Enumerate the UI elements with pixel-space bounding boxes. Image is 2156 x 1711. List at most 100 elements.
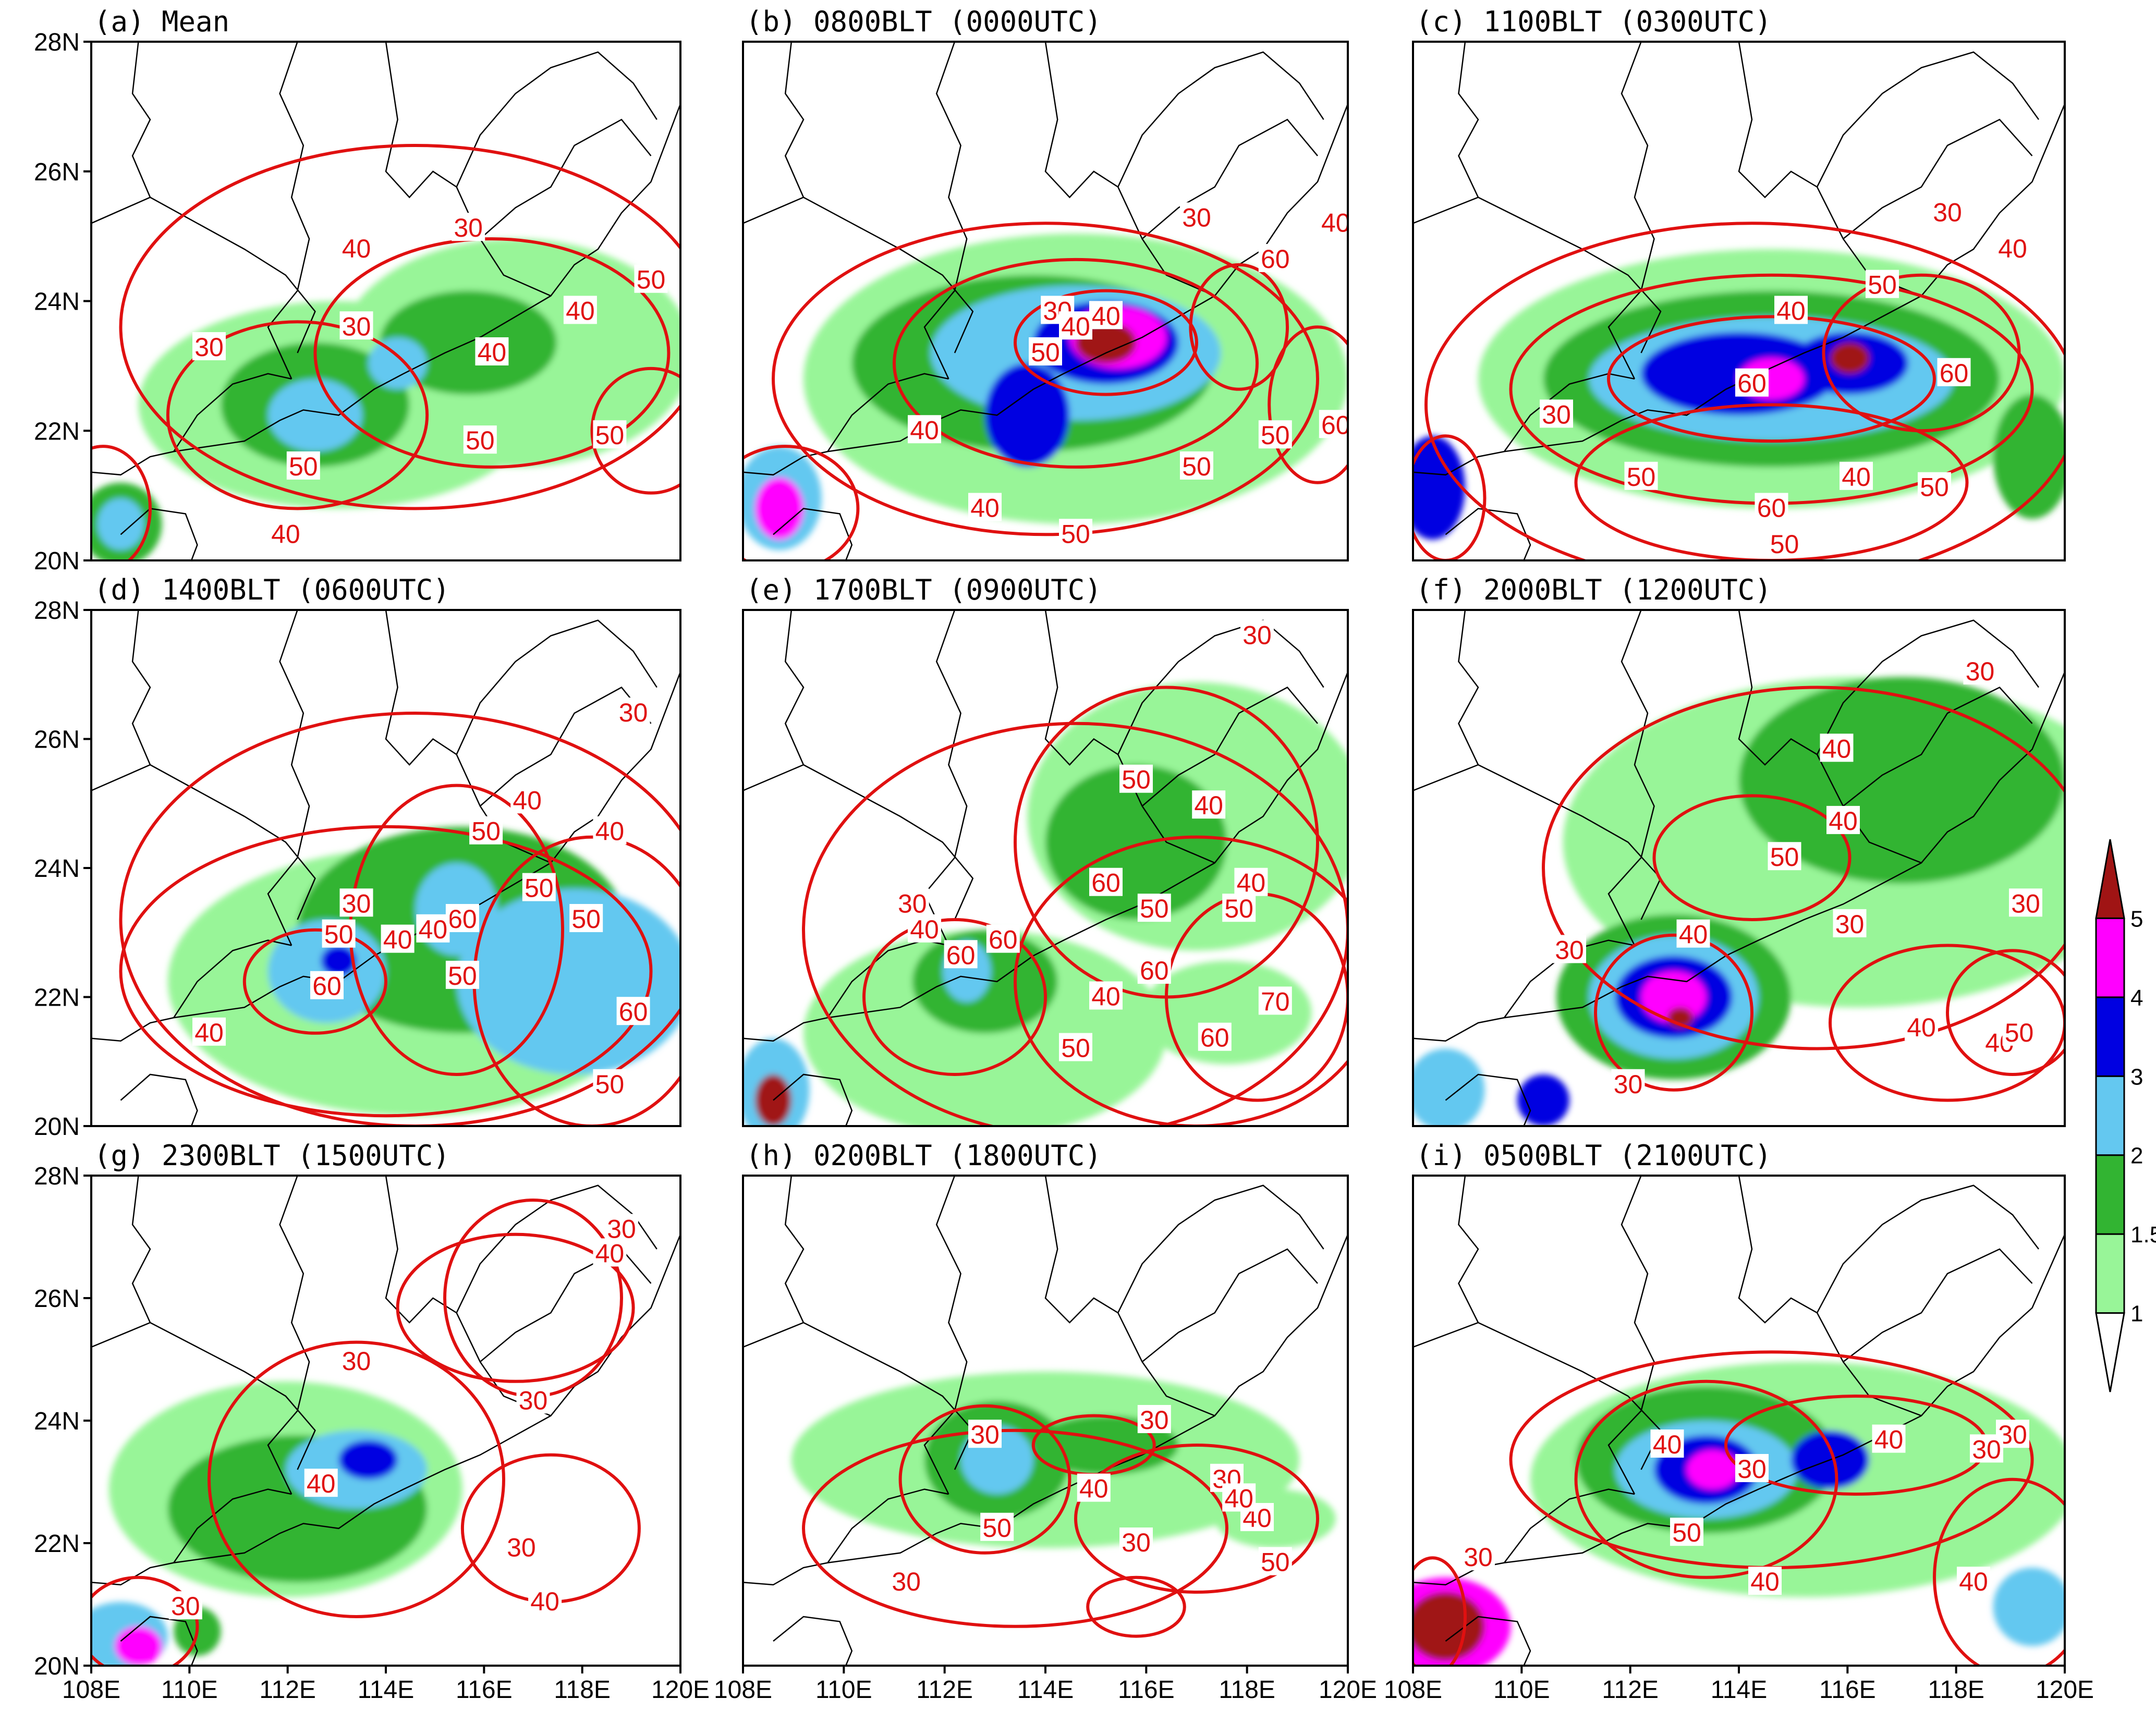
contour-label-background <box>634 264 668 293</box>
province-boundary <box>923 610 968 946</box>
province-boundary <box>456 619 657 755</box>
contour-label-background <box>1059 311 1092 340</box>
island-outline <box>1445 1073 1531 1126</box>
contour-label-background <box>1222 894 1256 922</box>
coastline <box>1413 671 2065 1042</box>
province-boundary <box>743 610 805 791</box>
contour-label-background <box>452 213 485 241</box>
contour-label-background <box>1319 207 1348 236</box>
contour-label: 40 <box>383 925 412 955</box>
contour-label: 30 <box>1614 1070 1643 1099</box>
contour-label: 60 <box>1940 359 1969 388</box>
contour-label: 50 <box>324 920 354 949</box>
contour-label: 40 <box>307 1469 336 1498</box>
contour-label: 50 <box>471 817 501 846</box>
contour-line <box>119 144 680 510</box>
panel-title: (g) 2300BLT (1500UTC) <box>94 1139 450 1172</box>
contour-label-background <box>908 415 941 444</box>
contour-label-background <box>1319 410 1348 438</box>
shaded-region <box>115 1626 162 1666</box>
map-boundaries <box>91 42 680 560</box>
contour-label-background <box>593 1238 627 1267</box>
contour-label: 50 <box>525 874 554 903</box>
colorbar-segment <box>2095 1312 2125 1392</box>
contour-label: 30 <box>1555 935 1584 964</box>
contour-label: 50 <box>289 452 318 481</box>
contour-label: 50 <box>448 961 477 991</box>
contour-label: 30 <box>1933 198 1962 227</box>
province-boundary <box>91 1176 151 1348</box>
lat-tick-label: 24N <box>34 288 80 316</box>
province-boundary <box>173 1488 292 1563</box>
coastline <box>743 103 1348 476</box>
province-boundary <box>1413 610 1479 791</box>
lat-tick-label: 28N <box>34 597 80 625</box>
province-boundary <box>479 118 652 240</box>
contour-line <box>743 445 860 560</box>
contour-label: 30 <box>1972 1435 2001 1464</box>
contour-label-background <box>616 698 650 726</box>
contour-label-background <box>469 816 503 845</box>
province-boundary <box>923 42 968 380</box>
contour-label: 40 <box>1194 791 1223 820</box>
contour-label: 40 <box>1874 1425 1904 1455</box>
contour-label-background <box>1611 1069 1645 1097</box>
shaded-region <box>1413 436 1465 540</box>
province-boundary <box>173 373 292 452</box>
panel-title: (b) 0800BLT (0000UTC) <box>746 5 1102 38</box>
contour-lines <box>743 222 1348 560</box>
province-boundary <box>1413 1176 1479 1348</box>
contour-lines <box>91 144 680 560</box>
contour-label: 50 <box>1182 452 1211 481</box>
contour-label-background <box>968 1420 1002 1448</box>
map-boundaries <box>1413 610 2065 1126</box>
colorbar-segment <box>2095 839 2125 919</box>
contour-label: 30 <box>1140 1406 1169 1435</box>
lon-tick-label: 118E <box>554 1676 611 1704</box>
province-boundary <box>1117 619 1324 755</box>
island-outline <box>773 508 853 560</box>
lon-tick-label: 120E <box>651 1676 710 1704</box>
lat-tick-label: 26N <box>34 158 80 186</box>
contour-label: 30 <box>342 312 371 341</box>
lon-tick-label: 116E <box>1819 1676 1876 1704</box>
contour-label-background <box>516 1385 550 1414</box>
contour-label-background <box>1192 790 1226 819</box>
contour-label-background <box>593 816 627 845</box>
contour-label-background <box>1957 1567 1990 1595</box>
contour-label-background <box>1735 368 1769 397</box>
colorbar-segment <box>2095 1233 2125 1314</box>
contour-line <box>208 1340 505 1619</box>
contour-label: 50 <box>637 265 666 295</box>
contour-label: 40 <box>513 786 542 815</box>
contour-label-background <box>1240 620 1274 649</box>
province-boundary <box>1044 42 1215 297</box>
lon-tick-label: 114E <box>1711 1676 1768 1704</box>
contour-line <box>1946 949 2065 1076</box>
colorbar-segment <box>2095 917 2125 998</box>
panel-title: (i) 0500BLT (2100UTC) <box>1416 1139 1772 1172</box>
contour-label-background <box>1089 981 1123 1010</box>
province-boundary <box>267 1176 310 1495</box>
lat-tick-label: 24N <box>34 1408 80 1435</box>
contour-label: 40 <box>419 915 448 944</box>
colorbar-label: 1 <box>2130 1301 2143 1327</box>
contour-line <box>1086 1575 1186 1638</box>
colorbar-label: 5 <box>2130 906 2143 932</box>
contour-label: 40 <box>595 1239 625 1268</box>
contour-label: 40 <box>1998 234 2027 263</box>
shaded-region <box>985 363 1070 467</box>
contour-lines <box>802 1404 1319 1638</box>
contour-label: 50 <box>1031 338 1060 367</box>
panel-title: (h) 0200BLT (1800UTC) <box>746 1139 1102 1172</box>
lat-tick-label: 22N <box>34 1530 80 1558</box>
contour-label: 30 <box>1182 203 1211 232</box>
colorbar: 1 1.5 2 3 4 5 <box>2095 839 2156 1392</box>
lon-tick-label: 108E <box>714 1676 772 1704</box>
province-boundary <box>1504 1488 1635 1563</box>
lon-tick-label: 108E <box>62 1676 120 1704</box>
lon-tick-label: 114E <box>358 1676 415 1704</box>
contour-line <box>1424 222 2065 560</box>
contour-label: 40 <box>342 234 371 263</box>
province-boundary <box>1843 1248 2033 1363</box>
